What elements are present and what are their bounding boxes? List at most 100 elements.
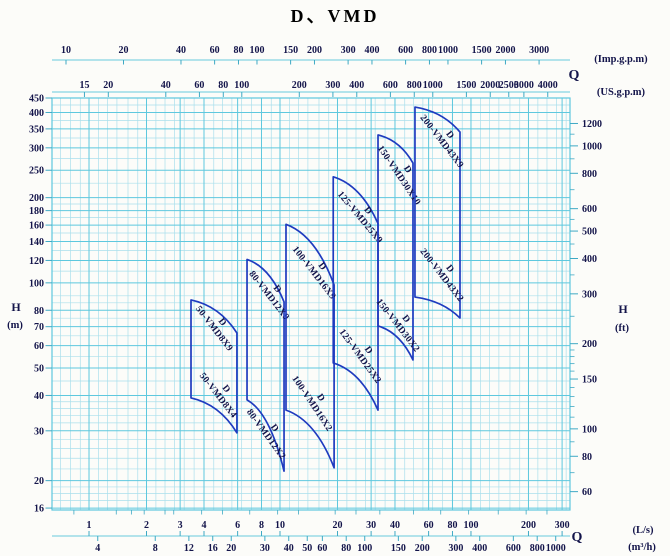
- pump-envelopes: D50-VMD8X9D50-VMD8X4D80-VMD12X9D80-VMD12…: [190, 106, 465, 473]
- l-s-tick: 3: [178, 520, 183, 531]
- imp-gpm-tick: 80: [233, 45, 243, 56]
- log-grid: [51, 97, 571, 511]
- unit-l-s: (L/s): [633, 525, 655, 536]
- us-gpm-tick: 2500: [499, 80, 519, 91]
- h-m-tick: 80: [34, 306, 44, 317]
- unit-m3-h: (m³/h): [628, 542, 656, 553]
- h-ft-tick: 400: [582, 254, 597, 265]
- imp-gpm-tick: 1500: [472, 45, 492, 56]
- m3-h-tick: 60: [317, 543, 327, 554]
- l-s-tick: 60: [424, 520, 434, 531]
- envelope-label-series: D: [316, 261, 328, 273]
- imp-gpm-tick: 2000: [495, 45, 515, 56]
- us-gpm-tick: 600: [383, 80, 398, 91]
- unit-h-m: (m): [7, 320, 23, 331]
- m3-h-tick: 4: [95, 543, 100, 554]
- us-gpm-tick: 800: [407, 80, 422, 91]
- imp-gpm-tick: 400: [364, 45, 379, 56]
- envelope-label-model: 200-VMD43X9: [417, 113, 465, 170]
- envelope-label-model: 125-VMD25X2: [337, 328, 383, 386]
- envelope-100-VMD16: [285, 223, 335, 469]
- m3-h-tick: 16: [208, 543, 218, 554]
- envelope-125-VMD25: [332, 175, 379, 411]
- q-symbol-top: Q: [569, 68, 580, 83]
- imp-gpm-tick: 60: [210, 45, 220, 56]
- envelope-label-series: D: [400, 313, 412, 325]
- m3-h-tick: 30: [260, 543, 270, 554]
- unit-h-ft: (ft): [615, 323, 629, 334]
- m3-h-tick: 150: [391, 543, 406, 554]
- us-gpm-tick: 400: [349, 80, 364, 91]
- us-gpm-tick: 80: [218, 80, 228, 91]
- l-s-tick: 6: [235, 520, 240, 531]
- right-axis-h-ft: 1200 1000 800 600 500 400 300 200 150 100 80 60 H (ft…: [570, 119, 629, 498]
- h-ft-tick: 300: [582, 289, 597, 300]
- l-s-tick: 20: [332, 520, 342, 531]
- top-axis-us-gpm: 15 20 40 60 80 100 200 300 400 600 800 1000 1500 2000…: [52, 80, 646, 98]
- imp-gpm-tick: 3000: [529, 45, 549, 56]
- h-ft-tick: 80: [582, 452, 592, 463]
- h-m-tick: 70: [34, 322, 44, 333]
- h-m-axis-title: H: [11, 300, 21, 314]
- chart-title: D、VMD: [290, 6, 380, 26]
- imp-gpm-tick: 100: [249, 45, 264, 56]
- h-ft-tick: 500: [582, 227, 597, 238]
- h-m-tick: 180: [29, 206, 44, 217]
- h-m-tick: 350: [29, 124, 44, 135]
- envelope-label-series: D: [362, 345, 374, 357]
- h-m-tick: 50: [34, 364, 44, 375]
- m3-h-tick: 12: [184, 543, 194, 554]
- m3-h-tick: 400: [472, 543, 487, 554]
- envelope-label-series: D: [401, 164, 413, 176]
- top-axis-imp-gpm: 10 20 40 60 80 100 150 200 300 400 600 800 1000 1500 2…: [52, 45, 648, 65]
- h-ft-tick: 100: [582, 424, 597, 435]
- l-s-tick: 1: [87, 520, 92, 531]
- us-gpm-tick: 100: [234, 80, 249, 91]
- h-m-tick: 200: [29, 193, 44, 204]
- m3-h-tick: 80: [341, 543, 351, 554]
- envelope-label-series: D: [220, 383, 232, 395]
- h-ft-tick: 150: [582, 375, 597, 386]
- l-s-tick: 10: [275, 520, 285, 531]
- h-ft-axis-title: H: [618, 302, 628, 316]
- h-m-tick: 100: [29, 278, 44, 289]
- h-ft-tick: 1000: [582, 141, 602, 152]
- h-m-tick: 40: [34, 391, 44, 402]
- m3-h-tick: 600: [506, 543, 521, 554]
- m3-h-tick: 50: [302, 543, 312, 554]
- imp-gpm-tick: 200: [307, 45, 322, 56]
- us-gpm-tick: 4000: [538, 80, 558, 91]
- l-s-tick: 300: [555, 520, 570, 531]
- l-s-tick: 8: [259, 520, 264, 531]
- h-m-tick: 120: [29, 256, 44, 267]
- us-gpm-tick: 20: [103, 80, 113, 91]
- left-axis-h-m: 450 400 350 300 250 200 180 160 140 120 100 80 70 60 5…: [7, 94, 52, 515]
- h-ft-tick: 200: [582, 339, 597, 350]
- m3-h-tick: 40: [284, 543, 294, 554]
- h-m-tick: 16: [34, 504, 44, 515]
- l-s-tick: 100: [463, 520, 478, 531]
- imp-gpm-tick: 800: [422, 45, 437, 56]
- l-s-tick: 40: [390, 520, 400, 531]
- l-s-tick: 200: [521, 520, 536, 531]
- m3-h-tick: 200: [415, 543, 430, 554]
- us-gpm-tick: 40: [161, 80, 171, 91]
- l-s-tick: 30: [366, 520, 376, 531]
- h-ft-tick: 800: [582, 169, 597, 180]
- envelope-150-VMD30: [377, 134, 414, 361]
- imp-gpm-tick: 150: [283, 45, 298, 56]
- envelope-label-series: D: [271, 284, 283, 296]
- m3-h-tick: 800: [530, 543, 545, 554]
- unit-us-gpm: (US.g.p.m): [597, 87, 646, 98]
- us-gpm-tick: 1000: [423, 80, 443, 91]
- envelope-200-VMD43: [414, 106, 461, 319]
- l-s-tick: 80: [447, 520, 457, 531]
- h-m-tick: 60: [34, 341, 44, 352]
- m3-h-tick: 300: [448, 543, 463, 554]
- h-m-tick: 400: [29, 108, 44, 119]
